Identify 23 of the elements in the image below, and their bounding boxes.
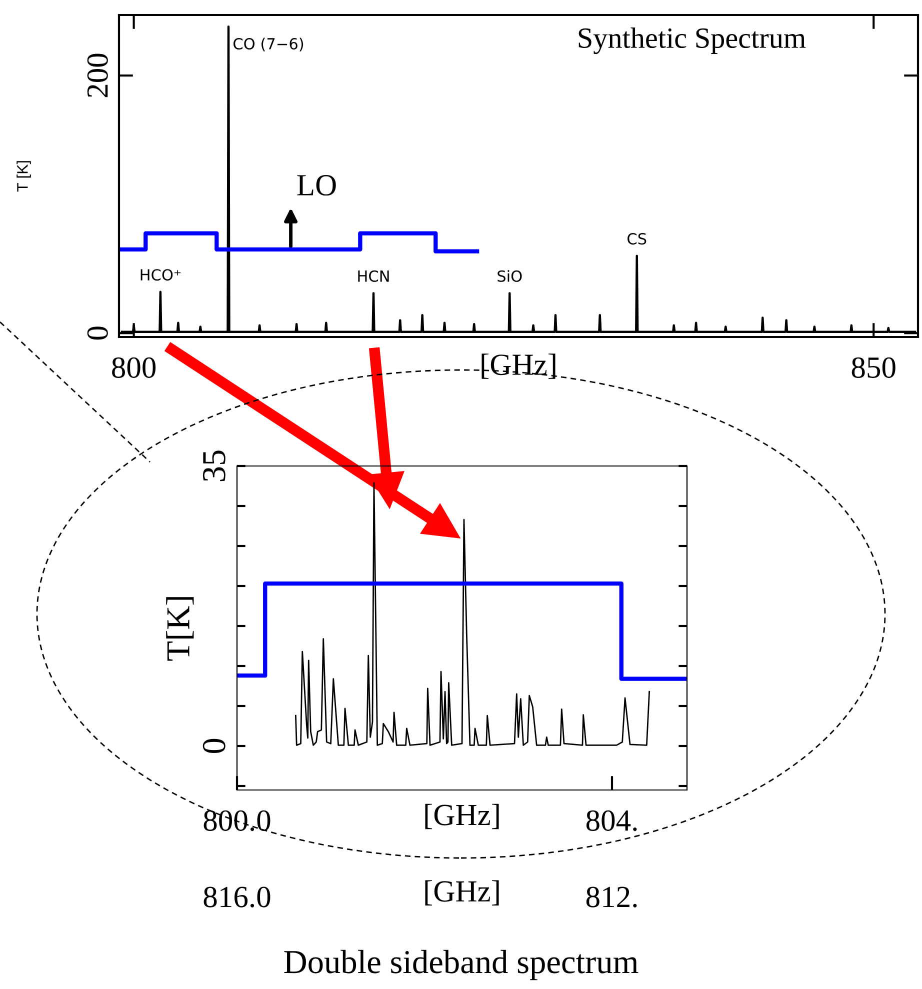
annotation: CO (7−6) — [234, 38, 304, 52]
x-tick-label: 804. — [586, 810, 637, 832]
y-tick-label: 0 — [202, 738, 226, 754]
annotation: CS — [628, 233, 646, 245]
x2-tick-label: 812. — [586, 886, 637, 908]
x2-axis-title: [GHz] — [425, 880, 499, 906]
y-axis-title: T [K] — [16, 161, 31, 192]
annotation: LO — [297, 175, 336, 196]
annotation: SiO — [498, 270, 522, 282]
x-tick-label: 800 — [112, 357, 156, 378]
annotation: HCO⁺ — [140, 269, 181, 281]
y-axis-title: T[K] — [166, 597, 194, 661]
chart-title: Synthetic Spectrum — [578, 27, 806, 54]
annotation: HCN — [358, 270, 389, 282]
text: Double sideband spectrum — [284, 950, 638, 980]
x2-tick-label: 816.0 — [204, 886, 270, 908]
y-tick-label: 200 — [87, 54, 108, 98]
x-tick-label: 850 — [852, 357, 896, 378]
y-tick-label: 35 — [202, 450, 226, 482]
x-axis-title: [GHz] — [425, 804, 499, 830]
y-tick-label: 0 — [87, 326, 108, 340]
line-series — [294, 482, 650, 746]
x-axis-title: [GHz] — [482, 354, 556, 379]
